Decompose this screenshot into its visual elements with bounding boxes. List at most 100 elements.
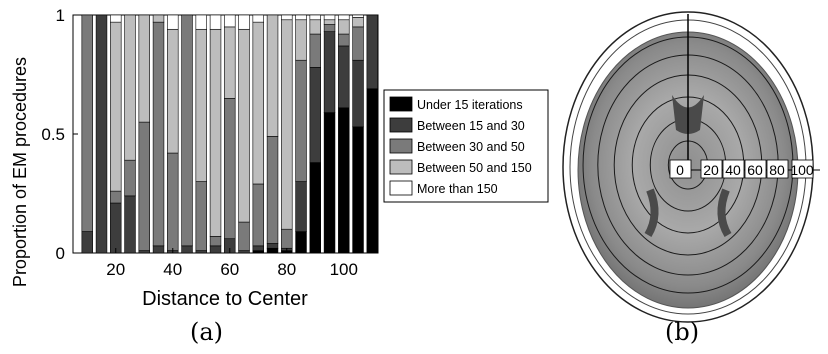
bar-segment-x95-s0 [323, 112, 336, 254]
legend-label: Between 15 and 30 [417, 119, 525, 133]
legend-label: Between 30 and 50 [417, 140, 525, 154]
bar-segment-x105-s4 [352, 14, 364, 18]
legend-swatch [389, 117, 413, 133]
bar-segment-x75-s1 [266, 243, 279, 249]
x-tick-label: 100 [330, 260, 358, 279]
sulcus-left [644, 188, 659, 238]
bar-segment-x95-s1 [323, 31, 336, 113]
bar-segment-x20-s3 [110, 21, 122, 192]
x-tick-label: 20 [106, 260, 125, 279]
bar-segment-x50-s3 [195, 28, 207, 182]
y-tick-label: 0 [56, 244, 65, 263]
bar-segment-x100-s2 [338, 33, 350, 47]
bar-segment-x90-s4 [309, 14, 321, 21]
bar-segment-x30-s2 [138, 121, 150, 251]
bar-segment-x80-s3 [281, 19, 293, 230]
bar-segment-x105-s0 [352, 126, 364, 254]
bar-segment-x70-s1 [252, 245, 264, 251]
bar-segment-x85-s4 [295, 14, 307, 21]
bar-segment-x95-s2 [323, 24, 336, 32]
bar-segment-x105-s3 [352, 17, 364, 28]
sulcus-right [717, 188, 732, 238]
bar-segment-x80-s4 [281, 14, 293, 21]
bar-segment-x30-s1 [138, 250, 150, 254]
ring-label-box [722, 159, 745, 179]
bar-segment-x35-s1 [152, 245, 165, 254]
bar-segment-x40-s2 [167, 152, 179, 251]
x-tick-label: 60 [220, 260, 239, 279]
ring-label: 60 [747, 162, 763, 178]
x-ticks: 20 40 60 80 100 [106, 248, 358, 279]
legend-label: More than 150 [417, 182, 498, 196]
bar-segment-x95-s4 [323, 14, 336, 21]
bar-segment-x55-s3 [209, 28, 222, 237]
ring-label-box [766, 159, 789, 179]
bar-segment-x50-s1 [195, 250, 207, 254]
ring-label: 0 [676, 162, 684, 178]
bar-segment-x15-s1 [95, 14, 108, 254]
bar-segment-x60-s3 [224, 26, 236, 99]
ring-label: 80 [769, 162, 785, 178]
bar-segment-x55-s1 [209, 245, 222, 254]
bar-segment-x105-s1 [352, 59, 364, 128]
bar-segment-x55-s2 [209, 236, 222, 247]
bar-segment-x40-s4 [167, 14, 179, 30]
bar-segment-x25-s2 [124, 159, 136, 197]
panel-a-bar-chart: 00.51 20 40 60 80 100 Proportion of EM proce… [10, 6, 549, 310]
bar-segment-x45-s2 [181, 14, 193, 247]
bar-segment-x110-s0 [366, 88, 379, 254]
y-tick-label: 0.5 [41, 125, 65, 144]
ring-label: 40 [725, 162, 741, 178]
bar-segment-x100-s3 [338, 19, 350, 35]
bar-segment-x70-s0 [252, 250, 264, 254]
bar-segment-x110-s1 [366, 14, 379, 90]
legend-swatch [389, 96, 413, 112]
bar-segment-x95-s3 [323, 19, 336, 25]
legend-swatch [389, 138, 413, 154]
bar-segment-x75-s2 [266, 136, 279, 244]
bar-segment-x85-s0 [295, 231, 307, 254]
bar-segment-x40-s3 [167, 28, 179, 154]
bar-segment-x10-s2 [81, 14, 93, 232]
bar-segment-x50-s4 [195, 14, 207, 30]
bar-segment-x90-s3 [309, 19, 321, 35]
legend: Under 15 iterations Between 15 and 30 Betw… [383, 89, 549, 203]
bar-segment-x20-s1 [110, 202, 122, 254]
bar-segment-x100-s0 [338, 107, 350, 254]
bar-segment-x105-s2 [352, 26, 364, 61]
panel-b-polar-brain: 0 20 40 60 80 100 [562, 11, 820, 323]
y-axis-label: Proportion of EM procedures [10, 57, 30, 287]
bar-segment-x25-s1 [124, 195, 136, 254]
bar-segment-x30-s3 [138, 14, 150, 123]
bar-segment-x25-s3 [124, 14, 136, 161]
x-axis-label: Distance to Center [142, 288, 308, 310]
bar-segment-x70-s2 [252, 183, 264, 247]
x-tick-label: 40 [163, 260, 182, 279]
y-ticks: 00.51 [41, 6, 78, 263]
ring-label-box [669, 159, 692, 179]
bar-segment-x20-s2 [110, 190, 122, 204]
legend-label: Between 50 and 150 [417, 161, 532, 175]
bar-segment-x100-s4 [338, 14, 350, 21]
legend-swatch [389, 159, 413, 175]
bar-segment-x80-s2 [281, 228, 293, 249]
bar-segment-x50-s2 [195, 181, 207, 251]
bar-segment-x35-s3 [152, 14, 165, 23]
y-tick-label: 1 [56, 6, 65, 25]
bar-segment-x70-s3 [252, 21, 264, 185]
bar-segment-x55-s4 [209, 14, 222, 30]
bars-group [81, 14, 379, 254]
ring-labels: 0 20 40 60 80 100 [669, 159, 814, 179]
ring-label-box [700, 159, 723, 179]
bar-segment-x35-s2 [152, 21, 165, 247]
bar-segment-x70-s4 [252, 14, 264, 23]
bar-segment-x60-s4 [224, 14, 236, 28]
bar-segment-x10-s1 [81, 231, 93, 254]
legend-swatch [389, 180, 413, 196]
bar-segment-x20-s4 [110, 14, 122, 23]
bar-segment-x85-s2 [295, 59, 307, 182]
bar-segment-x65-s2 [238, 221, 250, 251]
caption-a: (a) [190, 318, 224, 346]
ring-label-box [744, 159, 767, 179]
